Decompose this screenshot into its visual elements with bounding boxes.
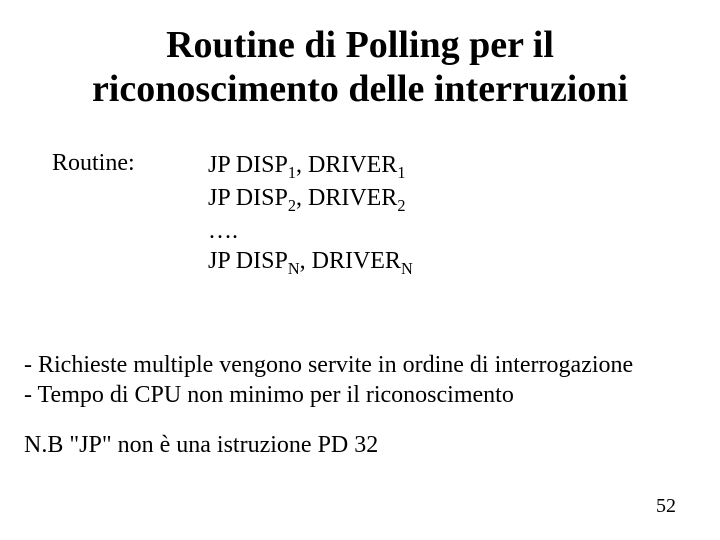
routine-code: JP DISP1, DRIVER1 JP DISP2, DRIVER2 …. J… [208, 150, 413, 280]
code-driver: , DRIVER [300, 248, 401, 274]
note-nb: N.B "JP" non è una istruzione PD 32 [24, 432, 378, 459]
bullet-1: - Richieste multiple vengono servite in … [24, 350, 633, 380]
code-sub-1a: 1 [288, 163, 296, 182]
code-sub-2a: 2 [288, 196, 296, 215]
code-driver: , DRIVER [296, 185, 397, 211]
slide: Routine di Polling per il riconoscimento… [0, 0, 720, 540]
code-line-2: JP DISP2, DRIVER2 [208, 183, 413, 216]
title-line-2: riconoscimento delle interruzioni [92, 68, 628, 110]
code-sub-2b: 2 [397, 196, 405, 215]
code-jp: JP DISP [208, 152, 288, 178]
code-line-dots: …. [208, 216, 413, 246]
bullet-2: - Tempo di CPU non minimo per il riconos… [24, 380, 633, 410]
routine-label: Routine: [52, 150, 135, 177]
title-line-1: Routine di Polling per il [166, 24, 554, 66]
code-sub-nb: N [401, 259, 413, 278]
code-jp: JP DISP [208, 248, 288, 274]
page-number: 52 [656, 495, 676, 518]
code-sub-na: N [288, 259, 300, 278]
code-line-1: JP DISP1, DRIVER1 [208, 150, 413, 183]
code-driver: , DRIVER [296, 152, 397, 178]
code-sub-1b: 1 [397, 163, 405, 182]
code-line-n: JP DISPN, DRIVERN [208, 246, 413, 279]
code-jp: JP DISP [208, 185, 288, 211]
bullet-list: - Richieste multiple vengono servite in … [24, 350, 633, 410]
slide-title: Routine di Polling per il riconoscimento… [0, 24, 720, 111]
